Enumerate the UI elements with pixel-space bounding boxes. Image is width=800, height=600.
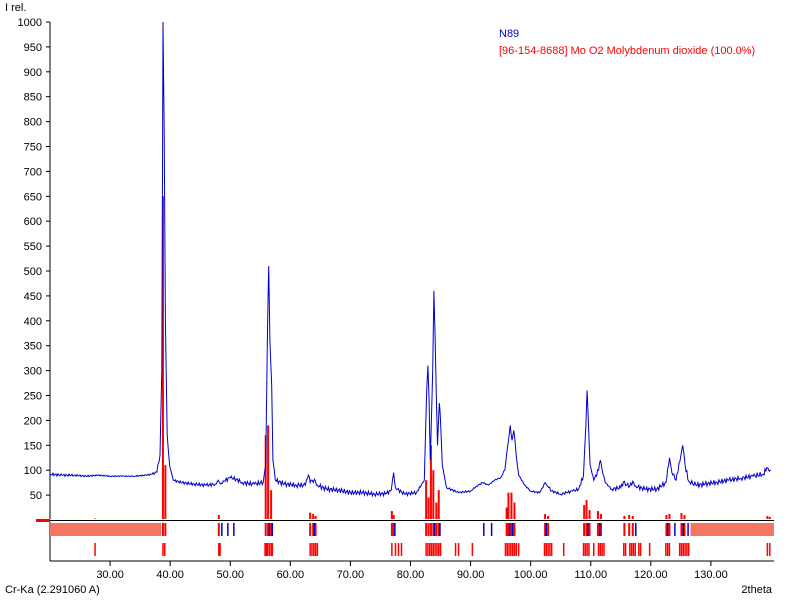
y-tick-label: 950	[24, 42, 42, 54]
x-tick-label: 110.00	[574, 569, 607, 581]
x-tick-label: 130.00	[694, 569, 728, 581]
y-tick-label: 900	[24, 67, 42, 79]
y-tick-label: 800	[24, 117, 42, 129]
x-axis: 30.00 40.00 50.00 60.00 70.00 80.00 90.00 100.0…	[50, 560, 774, 581]
band-left-fill	[50, 523, 162, 536]
y-tick-label: 50	[30, 490, 42, 502]
y-tick-label: 100	[24, 465, 42, 477]
y-tick-label: 550	[24, 241, 42, 253]
x-axis-label: 2theta	[741, 584, 772, 596]
y-tick-label: 500	[24, 266, 42, 278]
x-tick-label: 100.00	[514, 569, 548, 581]
x-tick-label: 50.00	[216, 569, 244, 581]
y-axis: 50 100 150 200 250 300 350 400 450 500 550 600 650 70…	[18, 17, 51, 561]
y-tick-label: 850	[24, 92, 42, 104]
y-tick-label: 350	[24, 341, 42, 353]
x-tick-label: 120.00	[634, 569, 668, 581]
y-axis-label: I rel.	[5, 2, 26, 14]
separator-marker	[36, 519, 50, 522]
radiation-label: Cr-Ka (2.291060 A)	[5, 584, 100, 596]
x-tick-label: 40.00	[156, 569, 184, 581]
x-tick-label: 80.00	[397, 569, 425, 581]
y-tick-label: 1000	[18, 17, 42, 29]
y-tick-label: 650	[24, 191, 42, 203]
y-tick-label: 400	[24, 316, 42, 328]
legend-entry-reference: [96-154-8688] Mo O2 Molybdenum dioxide (…	[499, 45, 755, 57]
x-tick-label: 30.00	[96, 569, 124, 581]
x-tick-label: 70.00	[337, 569, 365, 581]
y-tick-label: 300	[24, 366, 42, 378]
y-tick-label: 200	[24, 415, 42, 427]
y-tick-label: 250	[24, 391, 42, 403]
y-tick-label: 700	[24, 166, 42, 178]
y-tick-label: 600	[24, 216, 42, 228]
series-line-n89	[49, 21, 771, 498]
x-tick-label: 90.00	[457, 569, 485, 581]
y-tick-label: 750	[24, 142, 42, 154]
y-tick-label: 450	[24, 291, 42, 303]
reflection-tick-row	[94, 543, 771, 556]
band-right-fill	[690, 523, 774, 536]
reflection-band-row	[50, 523, 774, 536]
y-tick-label: 150	[24, 440, 42, 452]
x-tick-label: 60.00	[277, 569, 305, 581]
legend-entry-measured: N89	[499, 28, 519, 40]
